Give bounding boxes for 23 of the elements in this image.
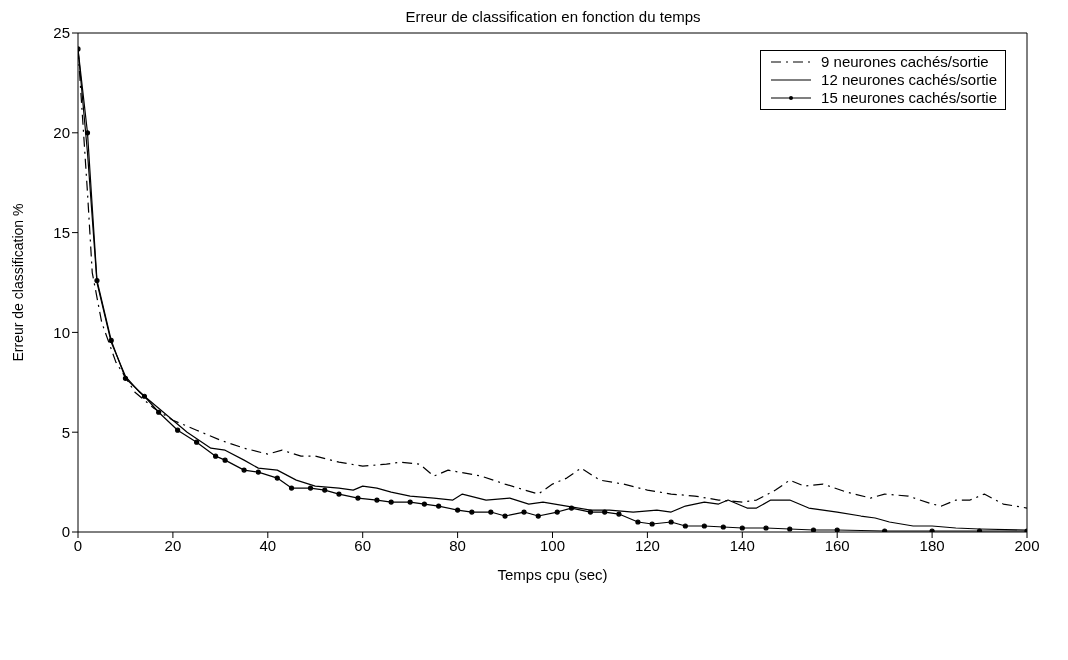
legend-label: 15 neurones cachés/sortie xyxy=(821,89,997,107)
y-tick-label: 25 xyxy=(53,24,70,42)
x-tick-label: 100 xyxy=(539,536,566,554)
y-tick-label: 10 xyxy=(53,323,70,341)
legend-label: 12 neurones cachés/sortie xyxy=(821,71,997,89)
chart-title: Erreur de classification en fonction du temps xyxy=(405,8,701,25)
x-tick-label: 140 xyxy=(729,536,755,554)
x-tick-label: 40 xyxy=(259,536,277,554)
x-tick-label: 120 xyxy=(634,536,660,554)
x-tick-label: 60 xyxy=(354,536,372,554)
y-tick-label: 5 xyxy=(61,423,70,441)
x-tick-label: 0 xyxy=(73,536,83,554)
y-tick-label: 20 xyxy=(53,124,70,142)
y-tick-label: 0 xyxy=(61,523,70,541)
x-tick-label: 160 xyxy=(824,536,850,554)
x-tick-label: 200 xyxy=(1014,536,1040,554)
x-tick-label: 80 xyxy=(449,536,466,554)
x-tick-label: 180 xyxy=(919,536,945,554)
x-axis-title: Temps cpu (sec) xyxy=(497,566,608,583)
legend-label: 9 neurones cachés/sortie xyxy=(821,53,989,71)
x-tick-label: 20 xyxy=(164,536,182,554)
y-axis-title: Erreur de classification % xyxy=(9,203,26,362)
y-tick-label: 15 xyxy=(53,223,70,241)
